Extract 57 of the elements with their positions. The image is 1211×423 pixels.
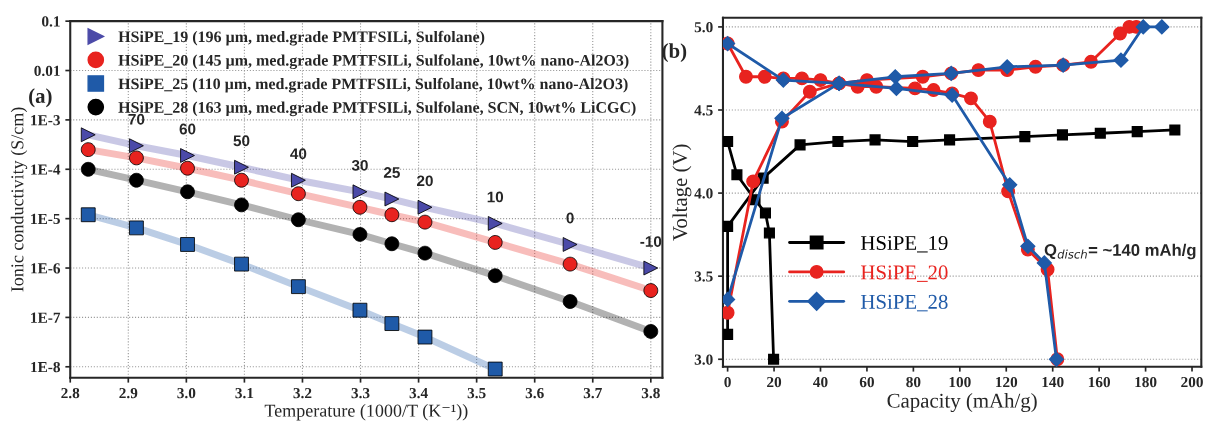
- x-tick-label: 3.2: [293, 387, 312, 399]
- y-tick-label: 1E-5: [31, 213, 60, 225]
- annotation: 0: [566, 212, 574, 224]
- x-tick-label: 3.7: [583, 387, 602, 399]
- y-tick-label: 0.1: [42, 16, 60, 27]
- y-tick-label: 1E-8: [31, 361, 61, 373]
- y-tick-label: 1E-3: [31, 115, 60, 126]
- legend-label: HSiPE_25 (110 µm, med.grade PMTFSILi, Sulfolane, 10wt% nano-Al2O3): [118, 77, 628, 93]
- y-tick-label: 4.0: [694, 188, 713, 199]
- x-tick-label: 80: [906, 376, 921, 388]
- annotation: 20: [417, 175, 433, 187]
- x-tick-label: 3.6: [525, 387, 544, 399]
- x-tick-label: 3.0: [177, 387, 196, 399]
- y-tick-label: 3.0: [694, 354, 713, 365]
- y-tick-label: 1E-6: [31, 263, 61, 274]
- y-axis-title: Ionic conductivity (S/cm): [10, 107, 28, 292]
- x-tick-label: 2.8: [61, 387, 80, 399]
- x-axis-title: Capacity (mAh/g): [887, 393, 1037, 413]
- x-tick-label: 3.1: [235, 387, 254, 399]
- annotation: 70: [128, 113, 145, 125]
- annotation: 40: [290, 148, 307, 160]
- annotation: 30: [351, 159, 368, 171]
- x-tick-label: 100: [949, 376, 971, 388]
- x-tick-label: 60: [859, 376, 874, 388]
- x-tick-label: 3.8: [641, 387, 660, 399]
- x-tick-label: 40: [813, 376, 828, 388]
- x-tick-label: 3.4: [409, 387, 428, 399]
- annotation: Q$_{disch}$= ~140 mAh/g: [1044, 243, 1196, 260]
- y-axis-title: Voltage (V): [672, 144, 692, 241]
- x-tick-label: 120: [996, 376, 1018, 388]
- y-tick-label: 4.5: [694, 105, 713, 116]
- x-tick-label: 140: [1042, 376, 1064, 388]
- legend-label: HSiPE_19: [860, 235, 948, 253]
- text: (a): [29, 88, 52, 108]
- text: (b): [662, 43, 687, 63]
- annotation: 10: [487, 191, 504, 203]
- annotation: 50: [233, 135, 250, 147]
- legend-label: HSiPE_20 (145 µm, med.grade PMTFSILi, Sulfolane, 10wt% nano-Al2O3): [118, 54, 629, 70]
- x-tick-label: 3.3: [351, 387, 370, 399]
- annotation: 25: [383, 167, 400, 178]
- x-tick-label: 200: [1181, 376, 1203, 388]
- x-tick-label: 180: [1135, 376, 1157, 388]
- legend-label: HSiPE_20: [860, 265, 948, 282]
- y-tick-label: 5.0: [694, 22, 713, 33]
- y-tick-label: 3.5: [694, 271, 713, 282]
- y-tick-label: 0.01: [34, 65, 60, 77]
- legend-label: HSiPE_19 (196 µm, med.grade PMTFSILi, Sulfolane): [118, 30, 485, 46]
- legend-label: HSiPE_28: [860, 294, 948, 312]
- x-tick-label: 2.9: [119, 387, 138, 399]
- y-tick-label: 1E-7: [31, 312, 61, 323]
- x-axis-title: Temperature (1000/T (K⁻¹)): [264, 404, 468, 421]
- x-tick-label: 160: [1088, 376, 1111, 388]
- x-tick-label: 20: [767, 376, 782, 388]
- x-tick-label: 3.5: [467, 387, 486, 399]
- x-tick-label: 0: [724, 376, 731, 388]
- y-tick-label: 1E-4: [31, 164, 61, 175]
- annotation: 60: [179, 123, 196, 135]
